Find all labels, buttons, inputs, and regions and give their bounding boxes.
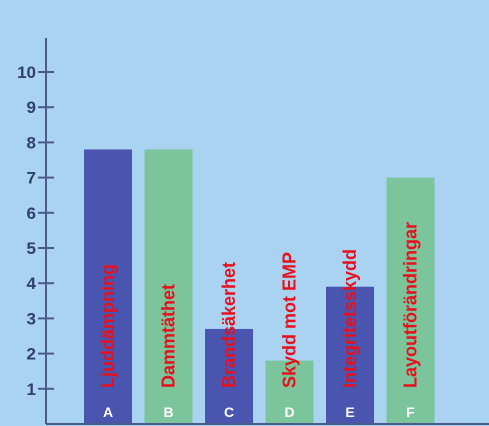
category-label-f: F [406, 404, 415, 420]
y-tick-label-3: 3 [27, 309, 36, 328]
y-tick-label-5: 5 [27, 239, 36, 258]
y-tick-label-1: 1 [27, 380, 36, 399]
y-tick-label-7: 7 [27, 169, 36, 188]
bar-label-c: Brandsäkerhet [219, 262, 239, 388]
y-tick-label-8: 8 [27, 133, 36, 152]
category-label-d: D [284, 404, 294, 420]
bar-label-b: Dammtäthet [159, 284, 179, 388]
bar-a [84, 149, 132, 424]
bars-layer [84, 149, 435, 424]
bar-label-a: Ljuddämpning [98, 264, 118, 388]
bar-label-e: Integritetsskydd [340, 249, 360, 388]
y-tick-label-10: 10 [17, 63, 36, 82]
y-tick-label-4: 4 [27, 274, 37, 293]
bar-e [326, 286, 374, 424]
bar-c [205, 328, 253, 424]
bar-d [265, 360, 314, 424]
bar-label-f: Layoutförändringar [401, 222, 421, 388]
category-label-e: E [345, 404, 354, 420]
y-tick-label-2: 2 [27, 345, 36, 364]
category-label-a: A [103, 404, 113, 420]
category-label-c: C [224, 404, 234, 420]
labels-layer: 1 2 3 4 5 6 7 8 9 10 Ljuddämpning A Dammtäthet B Brand… [17, 63, 420, 420]
bar-f [386, 177, 435, 424]
y-tick-label-9: 9 [27, 98, 36, 117]
bar-label-d: Skydd mot EMP [280, 252, 300, 388]
axis-layer [38, 38, 489, 425]
category-label-b: B [163, 404, 173, 420]
bar-b [144, 149, 193, 424]
y-tick-label-6: 6 [27, 204, 36, 223]
